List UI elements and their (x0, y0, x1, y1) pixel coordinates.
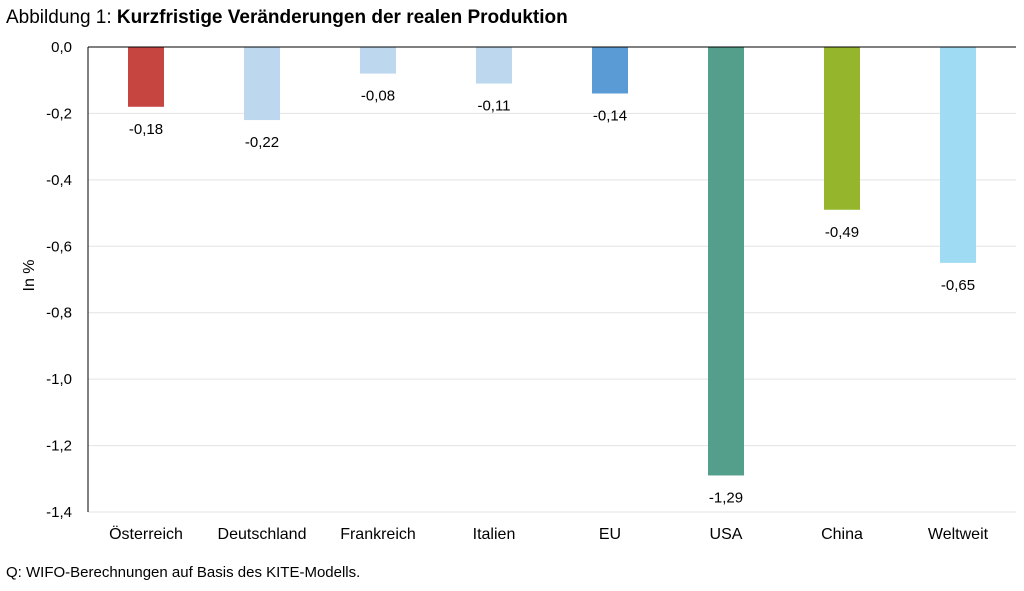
source-note: Q: WIFO-Berechnungen auf Basis des KITE-… (6, 564, 361, 581)
x-tick-label: Italien (473, 526, 516, 543)
x-tick-label: Deutschland (218, 526, 307, 543)
bar (476, 47, 512, 84)
bar (244, 47, 280, 121)
bar (592, 47, 628, 94)
x-tick-label: Österreich (109, 525, 183, 543)
x-tick-label: China (821, 526, 863, 543)
x-tick-label: Frankreich (340, 526, 416, 543)
chart-title-prefix: Abbildung 1: (6, 7, 117, 28)
bar (708, 47, 744, 476)
data-label: -0,11 (477, 98, 510, 115)
data-label: -1,29 (709, 489, 743, 506)
y-tick-label: -0,6 (46, 238, 72, 255)
y-tick-label: -1,4 (46, 504, 72, 521)
y-tick-label: 0,0 (51, 39, 72, 56)
y-tick-label: -0,2 (46, 105, 72, 122)
x-tick-label: EU (599, 526, 621, 543)
bars (128, 47, 976, 476)
data-label: -0,49 (825, 224, 859, 241)
y-tick-label: -0,4 (46, 172, 72, 189)
axes (87, 46, 1016, 512)
data-label: -0,14 (593, 108, 627, 125)
y-tick-label: -1,0 (46, 371, 72, 388)
y-tick-label: -0,8 (46, 305, 72, 322)
data-label: -0,65 (941, 277, 975, 294)
y-axis-title: In % (21, 259, 38, 291)
bar (360, 47, 396, 74)
bar (940, 47, 976, 263)
chart-title: Abbildung 1: Kurzfristige Veränderungen … (6, 6, 568, 30)
bar (824, 47, 860, 210)
data-label: -0,18 (129, 121, 163, 138)
gridlines (88, 112, 1016, 513)
bar (128, 47, 164, 107)
x-tick-label: Weltweit (928, 526, 989, 543)
labels: 0,0 -0,2 -0,4 -0,6 -0,8 -1,0 -1,2 -1,4 -0,18 Öste… (21, 39, 989, 543)
y-tick-label: -1,2 (46, 438, 72, 455)
chart-title-main: Kurzfristige Veränderungen der realen Pr… (116, 7, 568, 28)
x-tick-label: USA (710, 526, 743, 543)
data-label: -0,22 (245, 134, 279, 151)
data-label: -0,08 (361, 88, 395, 105)
